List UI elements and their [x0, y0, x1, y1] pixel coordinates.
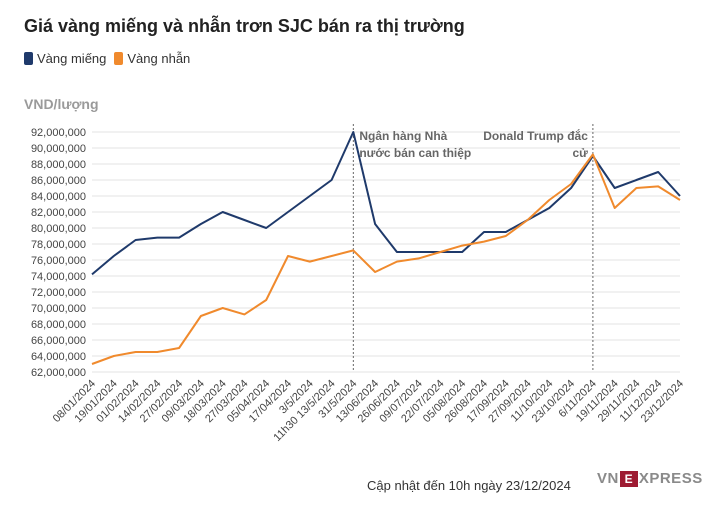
line-chart: 92,000,000 90,000,000 88,000,000 86,000,000… — [31, 124, 686, 444]
y-tick-label: 64,000,000 — [31, 351, 86, 363]
logo-box: E — [619, 470, 638, 487]
y-tick-label: 74,000,000 — [31, 271, 86, 283]
y-tick-label: 62,000,000 — [31, 367, 86, 379]
y-tick-label: 68,000,000 — [31, 319, 86, 331]
y-tick-label: 86,000,000 — [31, 175, 86, 187]
legend-swatch-vang-nhan — [114, 52, 124, 65]
y-tick-label: 82,000,000 — [31, 207, 86, 219]
annotation-text: cử — [573, 146, 589, 160]
legend-item-vang-mieng[interactable]: Vàng miếng — [24, 51, 106, 66]
series-line-vang-nhan — [91, 153, 681, 365]
chart-title: Giá vàng miếng và nhẫn trơn SJC bán ra t… — [24, 16, 465, 36]
legend-item-vang-nhan[interactable]: Vàng nhẫn — [114, 51, 190, 66]
annotation-text: nước bán can thiệp — [359, 146, 471, 160]
y-tick-label: 66,000,000 — [31, 335, 86, 347]
y-tick-label: 72,000,000 — [31, 287, 86, 299]
update-note: Cập nhật đến 10h ngày 23/12/2024 — [367, 478, 571, 493]
legend-label-vang-nhan: Vàng nhẫn — [127, 51, 191, 66]
logo-text-left: VN — [597, 470, 619, 487]
annotation-text: Donald Trump đắc — [483, 128, 588, 143]
series-line-vang-mieng — [91, 131, 681, 276]
y-tick-label: 84,000,000 — [31, 191, 86, 203]
logo-text-right: XPRESS — [638, 470, 703, 487]
y-axis-unit-label: VND/lượng — [24, 96, 99, 112]
y-tick-label: 92,000,000 — [31, 127, 86, 139]
vnexpress-logo: VN E XPRESS — [597, 470, 703, 487]
legend-label-vang-mieng: Vàng miếng — [37, 51, 107, 66]
y-tick-label: 88,000,000 — [31, 159, 86, 171]
annotation-text: Ngân hàng Nhà — [359, 129, 447, 143]
y-tick-label: 70,000,000 — [31, 303, 86, 315]
y-tick-label: 80,000,000 — [31, 223, 86, 235]
chart-legend: Vàng miếng Vàng nhẫn — [24, 51, 190, 66]
legend-swatch-vang-mieng — [24, 52, 33, 65]
y-tick-label: 76,000,000 — [31, 255, 86, 267]
y-tick-label: 78,000,000 — [31, 239, 86, 251]
y-tick-label: 90,000,000 — [31, 143, 86, 155]
